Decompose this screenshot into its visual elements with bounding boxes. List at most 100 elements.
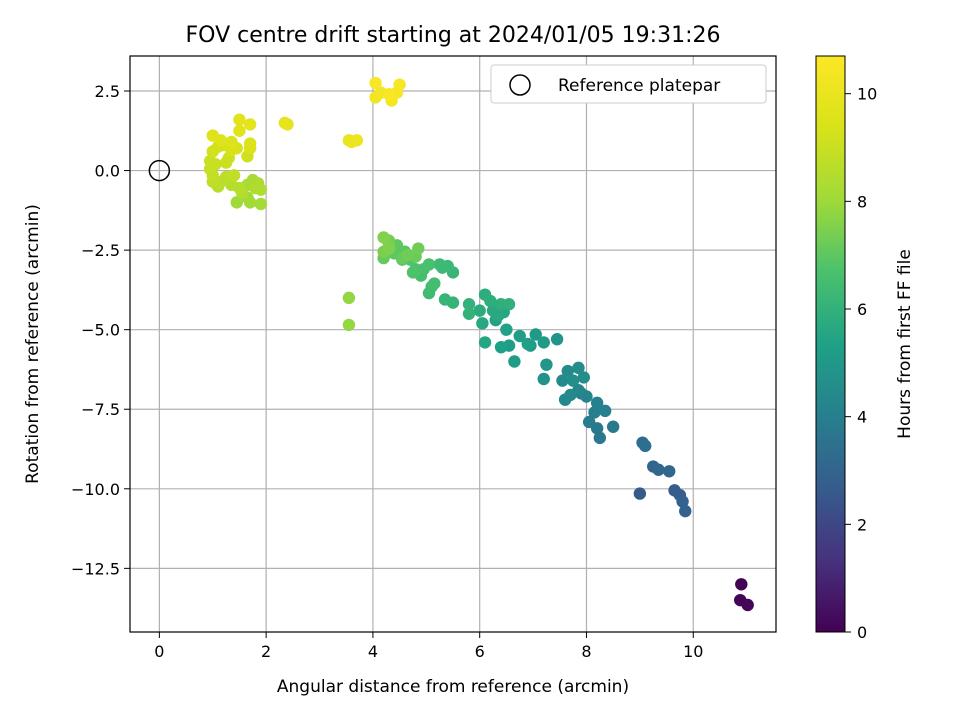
- data-point: [633, 487, 647, 500]
- data-point: [233, 113, 246, 126]
- colorbar-tick-label: 10: [857, 85, 877, 104]
- data-point: [652, 463, 665, 476]
- data-point: [243, 137, 257, 150]
- data-point: [473, 304, 486, 317]
- data-point: [508, 355, 521, 368]
- chart-title: FOV centre drift starting at 2024/01/05 …: [186, 23, 721, 48]
- colorbar-tick-label: 0: [857, 623, 867, 642]
- data-point: [606, 420, 620, 433]
- y-tick-label: −10.0: [71, 480, 120, 499]
- data-point: [462, 298, 476, 311]
- data-point: [741, 598, 754, 612]
- y-tick-label: −5.0: [81, 321, 120, 340]
- legend: Reference platepar: [490, 64, 767, 104]
- data-point: [254, 197, 268, 211]
- data-point: [638, 439, 652, 453]
- data-point: [249, 181, 262, 195]
- data-point: [494, 340, 508, 354]
- data-point: [564, 388, 577, 402]
- data-point: [588, 406, 601, 419]
- y-axis-ticks: 2.5 0.0 −2.5 −5.0 −7.5 −10.0 −12.5: [71, 82, 130, 578]
- data-point: [679, 504, 692, 518]
- colorbar-tick-label: 4: [857, 408, 867, 427]
- x-axis-label: Angular distance from reference (arcmin): [277, 677, 629, 697]
- legend-entry-reference: Reference platepar: [558, 76, 720, 96]
- data-point: [593, 431, 607, 445]
- data-point: [529, 328, 542, 341]
- data-point: [225, 135, 238, 149]
- data-point: [230, 196, 243, 209]
- data-point: [572, 361, 585, 375]
- colorbar-label: Hours from first FF file: [895, 249, 915, 439]
- data-point: [540, 358, 553, 371]
- x-tick-label: 0: [154, 642, 164, 661]
- data-point: [513, 329, 526, 343]
- data-point: [590, 396, 604, 410]
- grid: [130, 56, 776, 632]
- data-point: [342, 318, 356, 332]
- data-point: [422, 258, 436, 271]
- data-point: [406, 266, 420, 279]
- data-point: [281, 118, 294, 131]
- data-point: [676, 495, 689, 508]
- x-tick-label: 4: [368, 642, 378, 661]
- data-point: [561, 364, 574, 378]
- data-point: [478, 336, 492, 349]
- y-tick-label: −2.5: [81, 241, 120, 260]
- data-point: [663, 465, 676, 478]
- legend-box: [490, 64, 767, 104]
- data-point: [433, 258, 446, 271]
- data-point: [582, 415, 596, 429]
- data-point: [502, 298, 516, 311]
- data-point: [412, 242, 425, 255]
- data-point: [233, 124, 246, 137]
- colorbar-tick-label: 8: [857, 192, 867, 211]
- data-point: [369, 76, 382, 90]
- data-point: [537, 372, 550, 386]
- data-points: [203, 76, 754, 612]
- reference-marker: [148, 159, 171, 182]
- data-point: [377, 231, 390, 244]
- colorbar-tick-label: 2: [857, 515, 867, 534]
- data-point: [382, 87, 396, 101]
- data-point: [382, 242, 396, 255]
- y-tick-label: −7.5: [81, 400, 120, 419]
- data-point: [537, 336, 550, 349]
- data-point: [577, 371, 591, 384]
- colorbar-ticks: 0 2 4 6 8 10: [845, 85, 877, 642]
- data-point: [735, 578, 748, 591]
- data-point: [500, 323, 513, 336]
- data-point: [206, 129, 219, 142]
- data-point: [462, 307, 476, 320]
- data-point: [428, 277, 441, 290]
- data-point: [243, 196, 257, 209]
- data-point: [401, 248, 414, 262]
- x-tick-label: 6: [475, 642, 485, 661]
- y-axis-label: Rotation from reference (arcmin): [23, 204, 43, 484]
- data-point: [484, 294, 497, 308]
- x-axis-ticks: 0 2 4 6 8 10: [154, 632, 703, 661]
- data-point: [566, 374, 580, 387]
- data-point: [476, 317, 489, 330]
- colorbar-tick-label: 6: [857, 300, 867, 319]
- x-tick-label: 2: [261, 642, 271, 661]
- data-point: [422, 286, 436, 300]
- data-point: [521, 337, 534, 351]
- plot-frame: [129, 55, 777, 633]
- data-point: [492, 309, 505, 322]
- data-point: [203, 154, 217, 168]
- data-point: [598, 404, 612, 418]
- data-point: [438, 293, 452, 306]
- y-tick-label: −12.5: [71, 559, 120, 578]
- colorbar: 0 2 4 6 8 10 Hours from first FF file: [815, 55, 915, 642]
- legend-marker: [509, 74, 531, 96]
- data-point: [227, 169, 241, 182]
- data-point: [393, 78, 406, 91]
- data-point: [550, 333, 564, 346]
- data-point: [350, 134, 364, 147]
- y-tick-label: 0.0: [95, 162, 120, 181]
- x-tick-label: 10: [683, 642, 703, 661]
- data-point: [342, 291, 356, 305]
- y-tick-label: 2.5: [95, 82, 120, 101]
